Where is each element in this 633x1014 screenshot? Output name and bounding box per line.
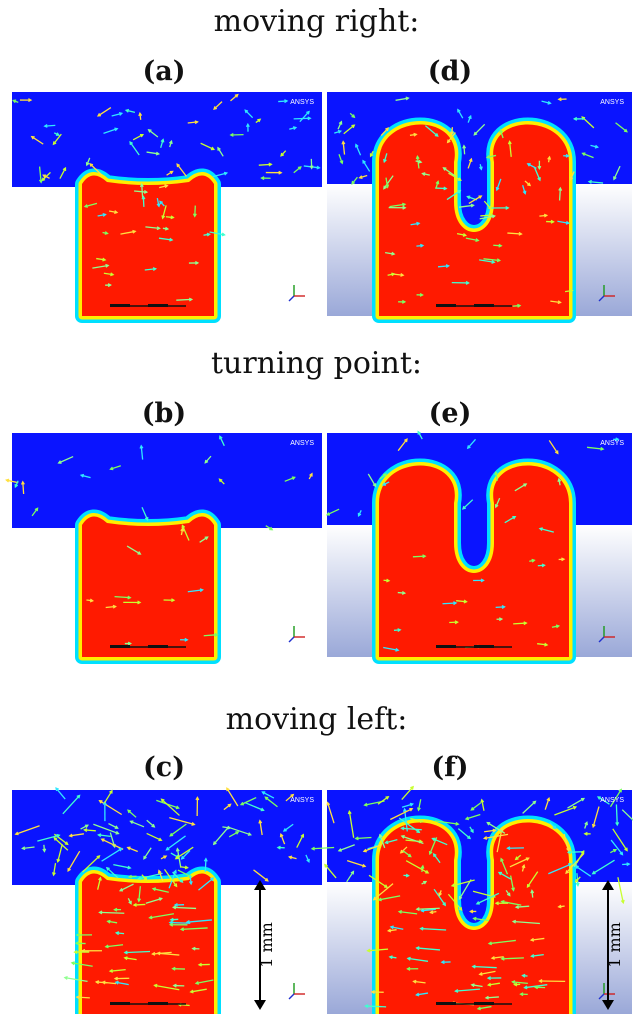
scale-bar-label: 1 mm <box>257 922 276 968</box>
simulation-panel-a: ANSYS <box>12 92 322 316</box>
liquid-phase-region <box>82 175 214 316</box>
scale-bar-left: 1 mm <box>248 880 278 1010</box>
scale-bar-right: 1 mm <box>598 880 628 1010</box>
liquid-phase-region <box>82 873 214 1014</box>
velocity-arrow <box>365 1006 386 1007</box>
ansys-logo: ANSYS <box>290 99 314 106</box>
simulation-panel-e: ANSYS <box>327 433 632 657</box>
heading-moving-left: moving left: <box>0 702 633 737</box>
panel-label-b: (b) <box>104 398 224 429</box>
heading-moving-right: moving right: <box>0 4 633 39</box>
panel-label-e: (e) <box>390 398 510 429</box>
panel-label-d: (d) <box>390 56 510 87</box>
panel-label-c: (c) <box>104 752 224 783</box>
gas-phase-region <box>12 433 322 528</box>
simulation-panel-f: ANSYS <box>327 790 632 1014</box>
ansys-logo: ANSYS <box>290 440 314 447</box>
panel-label-a: (a) <box>104 56 224 87</box>
scale-bar-label: 1 mm <box>605 922 624 968</box>
velocity-arrow <box>616 804 617 825</box>
ansys-logo: ANSYS <box>600 99 624 106</box>
wall-region-left <box>327 525 379 657</box>
wall-region-right <box>569 525 632 657</box>
ansys-logo: ANSYS <box>600 797 624 804</box>
ansys-logo: ANSYS <box>600 440 624 447</box>
panel-label-f: (f) <box>390 752 510 783</box>
heading-turning-point: turning point: <box>0 346 633 381</box>
simulation-panel-d: ANSYS <box>327 92 632 316</box>
wall-region-left <box>327 882 379 1014</box>
liquid-phase-region <box>82 516 214 657</box>
simulation-panel-b: ANSYS <box>12 433 322 657</box>
velocity-arrow <box>99 912 124 913</box>
wall-region-right <box>569 184 632 316</box>
velocity-arrow <box>176 299 192 300</box>
wall-region-left <box>327 184 379 316</box>
ansys-logo: ANSYS <box>290 797 314 804</box>
